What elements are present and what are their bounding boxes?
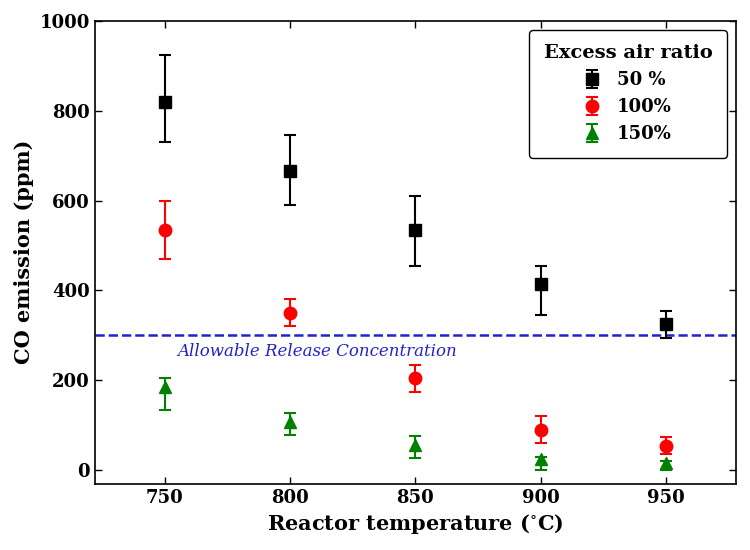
- X-axis label: Reactor temperature ($^{\circ}$C): Reactor temperature ($^{\circ}$C): [267, 512, 564, 536]
- Y-axis label: CO emission (ppm): CO emission (ppm): [14, 140, 34, 365]
- Text: Allowable Release Concentration: Allowable Release Concentration: [177, 343, 457, 360]
- Legend: 50 %, 100%, 150%: 50 %, 100%, 150%: [530, 30, 727, 158]
